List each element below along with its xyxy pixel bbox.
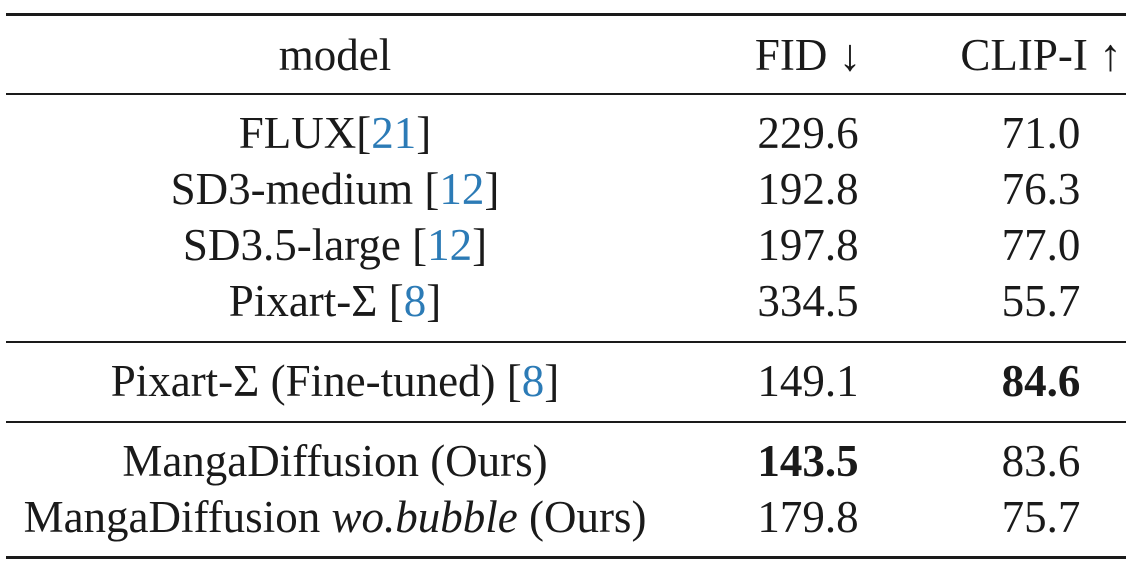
table-row: Pixart-Σ (Fine-tuned) [8] 149.1 84.6 [0, 353, 1136, 409]
clip-cell: 83.6 [1001, 436, 1081, 486]
model-cell: SD3-medium [12] [171, 161, 500, 217]
section-rule [6, 421, 1126, 423]
table-row: Pixart-Σ [8] 334.5 55.7 [0, 273, 1136, 329]
top-rule [6, 13, 1126, 16]
header-clip: CLIP-I ↑ [960, 30, 1122, 80]
cite-close: ] [544, 356, 560, 406]
clip-cell: 71.0 [1001, 108, 1081, 158]
cite-open: [ [424, 164, 440, 214]
cite-close: ] [426, 276, 442, 326]
bottom-rule [6, 556, 1126, 559]
cite-open: [ [506, 356, 522, 406]
clip-cell: 76.3 [1001, 164, 1081, 214]
clip-cell: 77.0 [1001, 220, 1081, 270]
model-cell: FLUX[21] [239, 105, 432, 161]
fid-cell: 149.1 [757, 356, 859, 406]
clip-cell: 75.7 [1001, 492, 1081, 542]
cite-open: [ [388, 276, 404, 326]
fid-cell: 179.8 [757, 492, 859, 542]
cite-open: [ [412, 220, 428, 270]
table-row: MangaDiffusion (Ours) 143.5 83.6 [0, 433, 1136, 489]
header-model: model [278, 30, 392, 80]
model-name: MangaDiffusion [23, 492, 332, 542]
fid-cell: 192.8 [757, 164, 859, 214]
section-rule [6, 341, 1126, 343]
fid-cell: 197.8 [757, 220, 859, 270]
clip-cell: 55.7 [1001, 276, 1081, 326]
model-variant: wo.bubble [331, 492, 518, 542]
cite-close: ] [416, 108, 432, 158]
table-row: SD3-medium [12] 192.8 76.3 [0, 161, 1136, 217]
fid-cell-best: 143.5 [757, 436, 859, 486]
model-cell: SD3.5-large [12] [183, 217, 487, 273]
table-row: FLUX[21] 229.6 71.0 [0, 105, 1136, 161]
citation-link[interactable]: 12 [439, 164, 485, 214]
header-rule [6, 93, 1126, 95]
header-row: model FID ↓ CLIP-I ↑ [0, 27, 1136, 83]
citation-link[interactable]: 21 [371, 108, 417, 158]
cite-open: [ [356, 108, 372, 158]
citation-link[interactable]: 8 [403, 276, 427, 326]
citation-link[interactable]: 12 [427, 220, 473, 270]
header-fid: FID ↓ [754, 30, 862, 80]
model-name: Pixart-Σ (Fine-tuned) [110, 356, 507, 406]
model-suffix: (Ours) [517, 492, 647, 542]
model-name: SD3.5-large [182, 220, 413, 270]
cite-close: ] [472, 220, 488, 270]
model-cell: MangaDiffusion (Ours) [122, 436, 548, 486]
model-cell: Pixart-Σ [8] [229, 273, 441, 329]
model-cell: MangaDiffusion wo.bubble (Ours) [24, 489, 647, 545]
fid-cell: 229.6 [757, 108, 859, 158]
cite-close: ] [484, 164, 500, 214]
model-name: Pixart-Σ [228, 276, 389, 326]
table-row: MangaDiffusion wo.bubble (Ours) 179.8 75… [0, 489, 1136, 545]
model-cell: Pixart-Σ (Fine-tuned) [8] [111, 353, 560, 409]
model-name: FLUX [238, 108, 357, 158]
fid-cell: 334.5 [757, 276, 859, 326]
clip-cell-best: 84.6 [1001, 356, 1081, 406]
model-name: SD3-medium [170, 164, 425, 214]
citation-link[interactable]: 8 [521, 356, 545, 406]
table-row: SD3.5-large [12] 197.8 77.0 [0, 217, 1136, 273]
